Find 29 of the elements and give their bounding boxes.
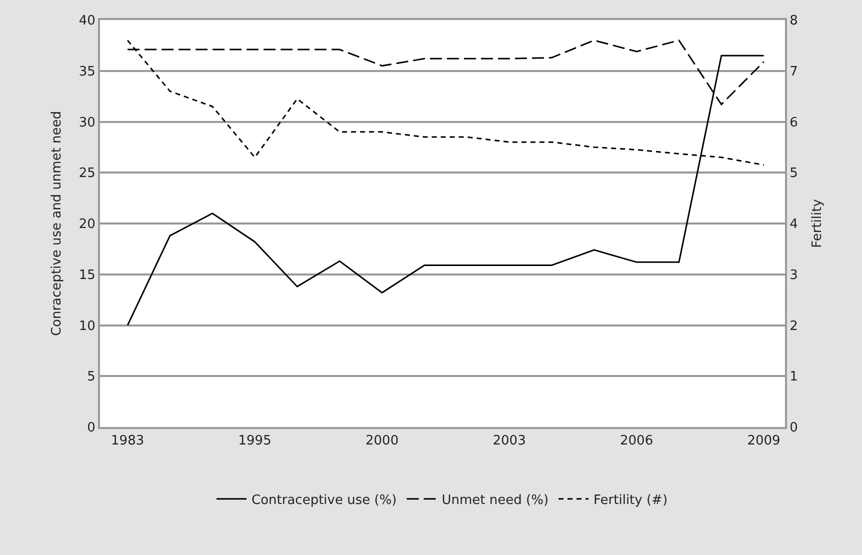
x-tick-label: 2003 [492, 434, 526, 449]
y2-tick-label: 8 [790, 14, 798, 29]
legend-label: Contraceptive use (%) [252, 493, 397, 508]
y2-tick-label: 3 [790, 268, 798, 283]
legend-label: Unmet need (%) [442, 493, 549, 508]
y-tick-label: 30 [78, 115, 96, 130]
y-tick-label: 20 [78, 217, 96, 232]
y-tick-label: 40 [78, 14, 96, 29]
y2-tick-label: 2 [790, 318, 798, 334]
x-tick-label: 1995 [238, 434, 272, 449]
x-tick-label: 2006 [620, 434, 654, 449]
x-tick-label: 2009 [747, 434, 780, 449]
legend-label: Fertility (#) [594, 493, 668, 508]
y-tick-label: 25 [78, 166, 96, 182]
y2-axis-title: Fertility [810, 198, 825, 248]
y2-tick-label: 4 [790, 217, 798, 232]
y2-tick-label: 5 [790, 166, 798, 182]
y-tick-label: 35 [78, 64, 96, 80]
y-tick-label: 5 [87, 370, 96, 385]
y-tick-label: 0 [87, 420, 96, 436]
y-tick-label: 10 [78, 318, 96, 334]
y2-tick-label: 6 [790, 115, 798, 130]
y2-tick-label: 0 [790, 420, 798, 436]
y2-tick-label: 1 [790, 370, 798, 385]
y-tick-label: 15 [78, 268, 96, 283]
y-axis-title: Conraceptive use and unmet need [49, 110, 64, 336]
x-tick-label: 1983 [111, 434, 144, 449]
y2-tick-label: 7 [790, 64, 798, 80]
x-tick-label: 2000 [366, 434, 399, 449]
